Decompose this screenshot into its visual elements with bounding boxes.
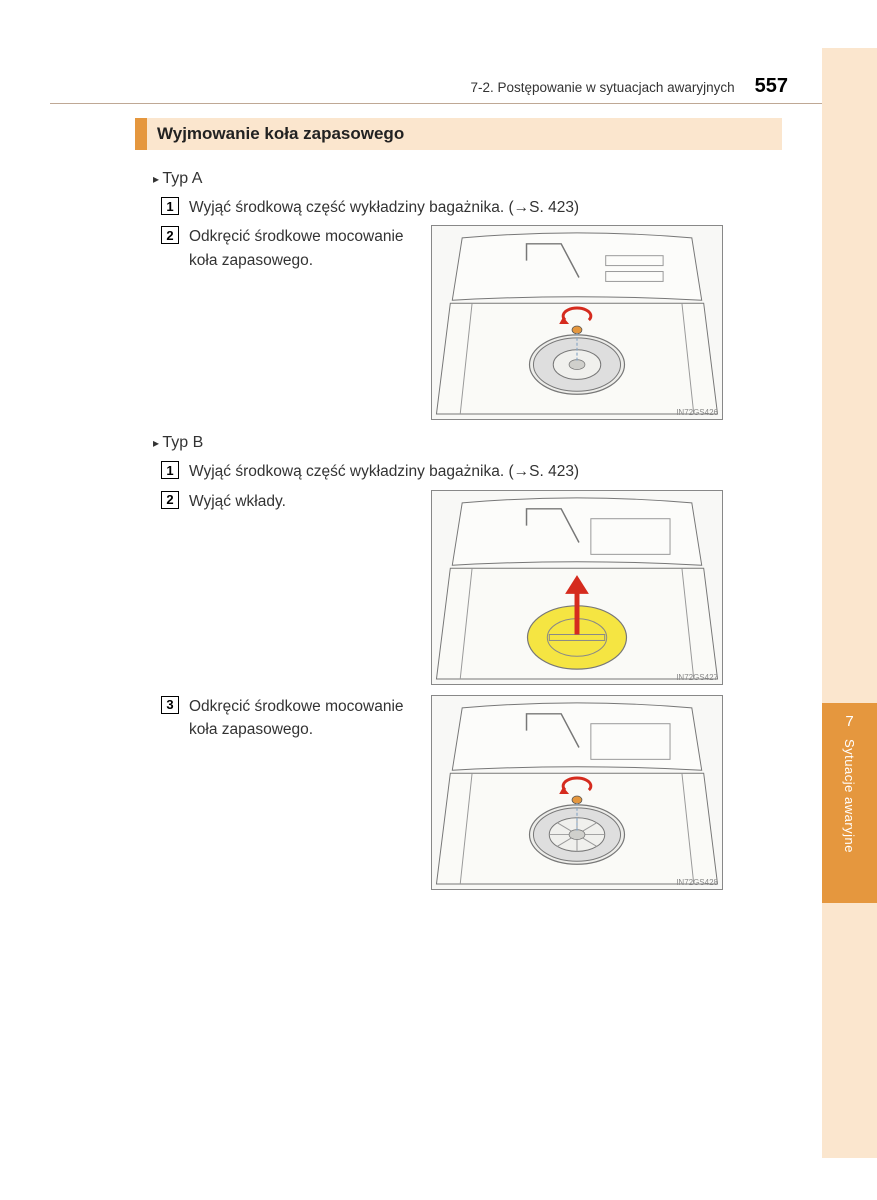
trunk-diagram-b2: IN72GS428: [431, 695, 723, 890]
type-b-step-1: 1 Wyjąć środkową część wykładziny bagażn…: [161, 460, 782, 483]
sidebar: 7 Sytuacje awaryjne: [822, 48, 877, 1158]
page-number: 557: [755, 75, 788, 98]
step-text: Wyjąć wkłady.: [189, 490, 421, 513]
type-b-step-2: 2 Wyjąć wkłady.: [161, 490, 782, 685]
step-number: 3: [161, 696, 179, 714]
image-code: IN72GS428: [676, 878, 718, 887]
page-header: 7-2. Postępowanie w sytuacjach awaryjnyc…: [50, 75, 822, 98]
title-text: Wyjmowanie koła zapasowego: [147, 118, 782, 150]
section-path: 7-2. Postępowanie w sytuacjach awaryjnyc…: [470, 80, 734, 95]
type-a-label: Typ A: [153, 170, 782, 188]
type-b-step-3: 3 Odkręcić środkowe mocowanie koła zapas…: [161, 695, 782, 890]
trunk-svg-b1: [432, 491, 722, 684]
chapter-name: Sytuacje awaryjne: [842, 739, 857, 853]
sidebar-chapter-tab: 7 Sytuacje awaryjne: [822, 703, 877, 903]
type-b-label: Typ B: [153, 434, 782, 452]
step-number: 2: [161, 491, 179, 509]
image-code: IN72GS426: [676, 408, 718, 417]
step-text: Wyjąć środkową część wykładziny bagażnik…: [189, 460, 782, 483]
trunk-diagram-a: IN72GS426: [431, 225, 723, 420]
step-number: 1: [161, 197, 179, 215]
type-a-step-2: 2 Odkręcić środkowe mocowanie koła zapas…: [161, 225, 782, 420]
image-code: IN72GS427: [676, 673, 718, 682]
trunk-svg-b2: [432, 696, 722, 889]
step-number: 1: [161, 461, 179, 479]
step-number: 2: [161, 226, 179, 244]
trunk-svg-a: [432, 226, 722, 419]
header-divider: [50, 103, 822, 104]
section-title: Wyjmowanie koła zapasowego: [135, 118, 782, 150]
chapter-number: 7: [822, 713, 877, 730]
title-accent: [135, 118, 147, 150]
trunk-diagram-b1: IN72GS427: [431, 490, 723, 685]
type-a-step-1: 1 Wyjąć środkową część wykładziny bagażn…: [161, 196, 782, 219]
step-text: Wyjąć środkową część wykładziny bagażnik…: [189, 196, 782, 219]
step-text: Odkręcić środkowe mocowanie koła zapasow…: [189, 695, 421, 742]
main-content: Wyjmowanie koła zapasowego Typ A 1 Wyjąć…: [135, 118, 782, 900]
step-text: Odkręcić środkowe mocowanie koła zapasow…: [189, 225, 421, 272]
